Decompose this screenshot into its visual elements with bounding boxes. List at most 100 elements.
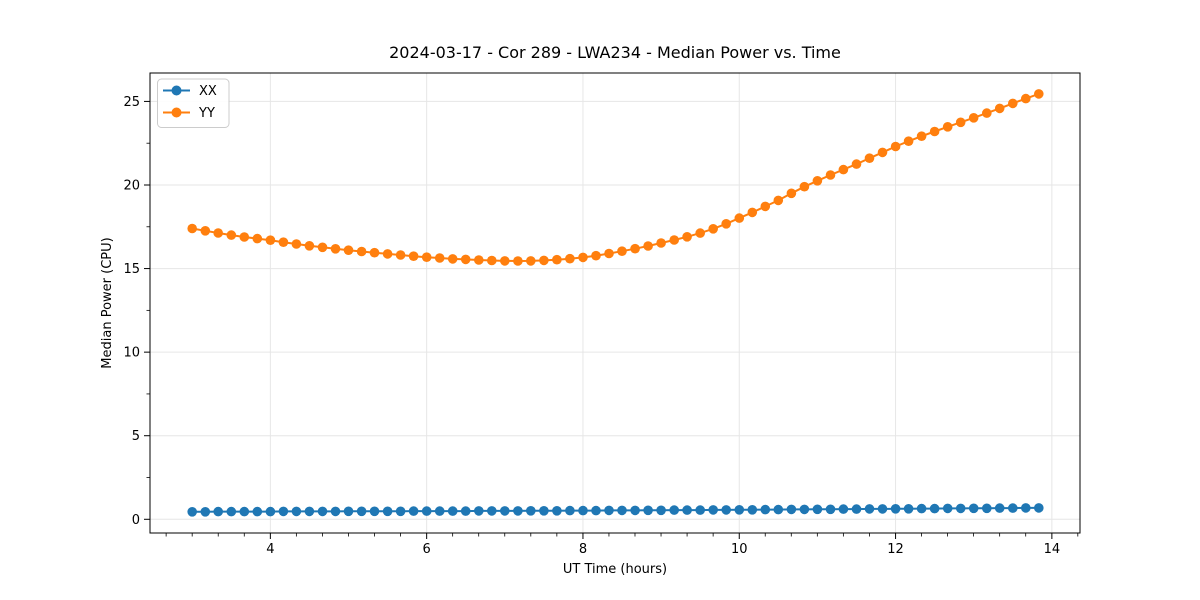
data-point <box>395 250 406 260</box>
data-point <box>278 237 289 247</box>
data-point <box>968 113 979 123</box>
data-point <box>1034 89 1044 99</box>
data-point <box>447 506 458 516</box>
y-tick-label: 15 <box>123 262 140 277</box>
data-point <box>474 255 484 265</box>
data-point <box>200 507 211 517</box>
data-point <box>903 504 914 514</box>
data-point <box>474 506 484 516</box>
data-point <box>695 228 705 238</box>
legend-marker <box>171 85 182 96</box>
data-point <box>447 254 458 264</box>
axis-ticks <box>144 100 1079 539</box>
data-point <box>226 230 237 240</box>
data-point <box>487 255 497 266</box>
data-point <box>747 505 758 515</box>
plot-frame <box>149 72 1081 534</box>
data-point <box>604 505 614 516</box>
data-point <box>356 246 367 257</box>
data-point <box>630 243 640 254</box>
data-point <box>982 108 992 118</box>
series-line-yy <box>192 92 1040 263</box>
data-point <box>812 176 823 186</box>
y-tick-label: 5 <box>132 429 140 444</box>
data-point <box>265 506 276 517</box>
data-point <box>369 506 380 517</box>
data-point <box>317 242 328 253</box>
data-point <box>239 232 250 242</box>
x-tick-label: 8 <box>579 542 587 557</box>
data-point <box>1034 503 1044 513</box>
data-point <box>526 256 536 266</box>
x-tick-label: 4 <box>266 542 274 557</box>
data-point <box>604 248 614 259</box>
data-point <box>851 159 862 169</box>
data-point <box>213 228 223 238</box>
data-point <box>721 219 731 229</box>
data-point <box>825 170 836 180</box>
data-point <box>421 506 432 516</box>
data-point <box>539 255 549 266</box>
data-point <box>565 505 575 516</box>
data-point <box>760 201 771 212</box>
data-point <box>513 256 523 266</box>
data-point <box>330 244 341 254</box>
x-tick-label: 14 <box>1044 542 1061 557</box>
series-markers-yy <box>187 89 1044 266</box>
data-point <box>968 503 979 514</box>
data-point <box>982 503 992 514</box>
data-point <box>291 506 302 517</box>
data-point <box>252 506 263 517</box>
x-axis-label: UT Time (hours) <box>563 562 667 577</box>
data-point <box>278 506 289 517</box>
data-point <box>812 504 823 515</box>
data-point <box>500 506 510 516</box>
data-point <box>343 245 354 255</box>
data-point <box>187 507 197 517</box>
data-point <box>369 247 380 258</box>
data-point <box>734 505 745 515</box>
data-point <box>304 241 315 251</box>
data-point <box>434 253 445 263</box>
data-point <box>656 238 666 248</box>
data-point <box>213 506 223 517</box>
data-point <box>591 250 601 261</box>
data-point <box>330 506 341 517</box>
data-point <box>656 505 666 516</box>
data-point <box>617 246 627 256</box>
y-tick-label: 20 <box>123 178 140 193</box>
data-point <box>460 506 471 516</box>
data-point <box>1008 98 1018 109</box>
data-point <box>434 506 445 516</box>
data-series <box>187 89 1044 517</box>
legend-box <box>157 78 230 128</box>
data-point <box>317 506 328 517</box>
data-point <box>721 505 731 515</box>
data-point <box>578 252 588 263</box>
data-point <box>265 235 276 245</box>
data-point <box>916 503 927 514</box>
data-point <box>617 505 627 516</box>
data-point <box>851 504 862 514</box>
data-point <box>487 506 497 516</box>
data-point <box>252 233 263 244</box>
data-point <box>500 256 510 266</box>
data-point <box>955 117 966 128</box>
data-point <box>825 504 836 515</box>
data-point <box>565 253 575 264</box>
data-point <box>304 506 315 517</box>
series-markers-xx <box>187 503 1044 517</box>
data-point <box>942 122 953 132</box>
data-point <box>291 239 302 249</box>
data-point <box>799 504 810 515</box>
data-point <box>747 207 758 218</box>
data-point <box>799 181 810 192</box>
data-point <box>1021 93 1031 104</box>
data-point <box>994 103 1005 114</box>
data-point <box>929 126 940 137</box>
data-point <box>578 505 588 516</box>
data-point <box>838 504 849 514</box>
legend-label-yy: YY <box>198 106 215 121</box>
data-point <box>552 506 562 516</box>
